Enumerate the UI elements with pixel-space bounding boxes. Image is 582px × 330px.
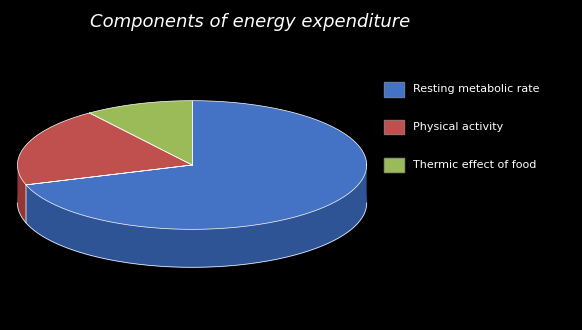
Bar (384, 82, 404, 96)
Text: Thermic effect of food: Thermic effect of food (413, 160, 537, 170)
Text: Resting metabolic rate: Resting metabolic rate (413, 84, 540, 94)
Text: Components of energy expenditure: Components of energy expenditure (90, 13, 410, 31)
Bar (384, 82, 404, 96)
Bar (384, 119, 404, 135)
Polygon shape (90, 101, 192, 165)
Bar (384, 158, 404, 172)
Polygon shape (26, 101, 367, 229)
Bar (384, 119, 404, 135)
Bar (384, 158, 404, 172)
Text: Physical activity: Physical activity (413, 122, 503, 132)
Polygon shape (17, 165, 26, 223)
Polygon shape (26, 165, 367, 267)
Polygon shape (17, 113, 192, 185)
Polygon shape (17, 139, 367, 267)
